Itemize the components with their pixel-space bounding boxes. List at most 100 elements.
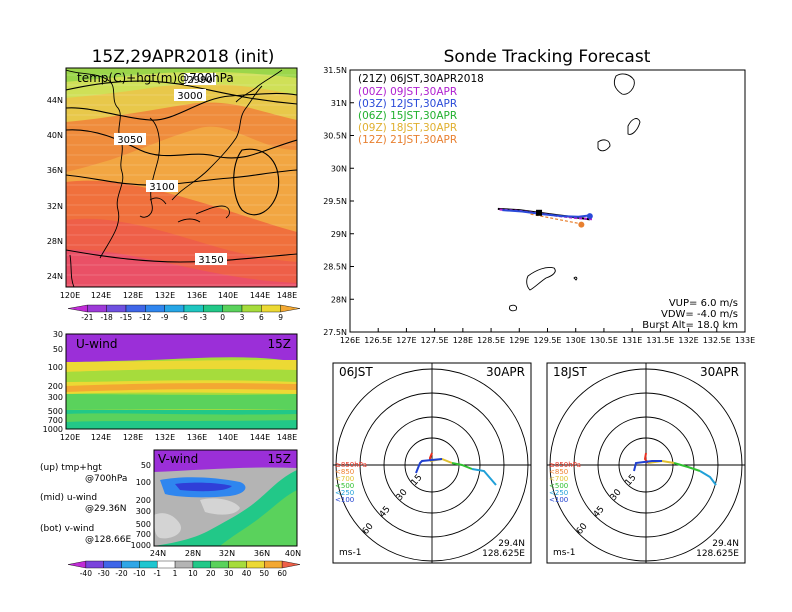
hodograph-trace: [699, 470, 717, 486]
pressure-tick: 300: [48, 393, 63, 402]
lon-tick: 124E: [91, 291, 111, 300]
pressure-tick: 300: [136, 507, 151, 516]
x-tick-label: 129E: [509, 336, 529, 345]
lat-tick: 44N: [47, 96, 63, 105]
pressure-tick: 30: [53, 330, 63, 339]
hodograph-legend-item: <700: [335, 475, 354, 483]
hodograph-trace: [415, 458, 443, 474]
hodograph-legend-item: <700: [549, 475, 568, 483]
colorbar-swatch: [67, 560, 87, 569]
colorbar-swatch: [261, 304, 281, 313]
note-heading: (bot) v-wind: [40, 524, 94, 534]
x-tick-label: 128.5E: [477, 336, 505, 345]
contour-label: 2990: [187, 75, 212, 86]
x-tick-label: 127E: [396, 336, 416, 345]
v-wind-label: V-wind: [158, 452, 198, 466]
lon-tick: 132E: [155, 291, 175, 300]
lon-tick: 140E: [218, 433, 238, 442]
pressure-tick: 1000: [43, 425, 63, 434]
pressure-tick: 1000: [131, 541, 151, 550]
pressure-tick: 200: [136, 496, 151, 505]
hodograph-trace: [471, 468, 497, 486]
colorbar-label: 9: [278, 313, 283, 322]
colorbar-swatch: [174, 560, 194, 569]
colorbar-label: 40: [242, 569, 252, 578]
x-tick-label: 132E: [678, 336, 698, 345]
note-sub: @700hPa: [85, 474, 127, 484]
colorbar-swatch: [85, 560, 104, 569]
lon-tick: 136E: [187, 433, 207, 442]
colorbar-swatch: [281, 560, 301, 569]
colorbar-label: -3: [200, 313, 208, 322]
note-heading: (mid) u-wind: [40, 493, 97, 503]
hodograph-legend-item: <850: [549, 468, 568, 476]
v-wind-time-badge: 15Z: [268, 452, 292, 466]
map-field-label: temp(C)+hgt(m)@700hPa: [77, 71, 234, 85]
contour-label: 3100: [149, 182, 174, 193]
colorbar-swatch: [241, 304, 262, 313]
track-legend-item: (00Z) 09JST,30APR: [358, 86, 457, 98]
colorbar-label: 1: [173, 569, 178, 578]
lon-tick: 144E: [250, 291, 270, 300]
colorbar-swatch: [264, 560, 283, 569]
lon-tick: 128E: [123, 291, 143, 300]
track-legend-item: (09Z) 18JST,30APR: [358, 122, 457, 134]
pressure-tick: 500: [136, 520, 151, 529]
track-marker: [586, 213, 593, 220]
x-tick-label: 130E: [566, 336, 586, 345]
contour-label: 3000: [177, 91, 202, 102]
colorbar-swatch: [210, 560, 229, 569]
pressure-tick: 100: [136, 478, 151, 487]
panel-notes: (up) tmp+hgt @700hPa (mid) u-wind @29.36…: [40, 463, 131, 545]
colorbar-swatch: [103, 560, 122, 569]
hodograph-date: 30APR: [700, 365, 739, 379]
colorbar-swatch: [145, 304, 165, 313]
colorbar-swatch: [228, 560, 247, 569]
pressure-tick: 700: [136, 530, 151, 539]
colorbar-swatch: [203, 304, 223, 313]
x-tick-label: 129.5E: [534, 336, 562, 345]
y-tick-label: 29.5N: [323, 197, 347, 206]
colorbar-label: -9: [161, 313, 169, 322]
hodograph-legend-item: <500: [549, 482, 568, 490]
colorbar-label: 3: [240, 313, 245, 322]
left-title: 15Z,29APR2018 (init): [92, 47, 275, 67]
hodograph-legend-item: <100: [549, 496, 568, 504]
lat-tick: 24N: [47, 272, 63, 281]
hodograph-date: 30APR: [486, 365, 525, 379]
colorbar-swatch: [121, 560, 140, 569]
wind-colorbar: -40 -30 -20 -10 -1 1 10 20 30 40 50 60: [67, 560, 301, 578]
hodograph-legend-item: <250: [549, 489, 568, 497]
colorbar-label: -10: [133, 569, 145, 578]
x-tick-label: 126.5E: [364, 336, 392, 345]
colorbar-swatch: [139, 560, 158, 569]
y-tick-label: 30N: [331, 164, 347, 173]
y-tick-label: 31.5N: [323, 66, 347, 75]
v-wind-cross-section: V-wind 15Z 50 100 200 300 500 700 1000 2…: [131, 449, 301, 558]
colorbar-label: 10: [188, 569, 198, 578]
hodograph-legend-item: <850: [335, 468, 354, 476]
note-sub: @128.66E: [85, 535, 131, 545]
lat-tick: 28N: [47, 237, 63, 246]
contour-label: 3150: [198, 255, 223, 266]
lon-tick: 120E: [60, 291, 80, 300]
colorbar-swatch: [246, 560, 265, 569]
colorbar-label: 6: [259, 313, 264, 322]
track-map: (21Z) 06JST,30APR2018 (00Z) 09JST,30APR …: [323, 66, 755, 345]
lat-tick: 36N: [254, 549, 270, 558]
hodograph-legend-item: <500: [335, 482, 354, 490]
lon-tick: 148E: [277, 433, 297, 442]
hodograph-lat: 29.4N: [498, 539, 525, 549]
track-legend-item: (12Z) 21JST,30APR: [358, 134, 457, 146]
colorbar-swatch: [106, 304, 127, 313]
lon-tick: 140E: [218, 291, 238, 300]
u-wind-time-badge: 15Z: [268, 337, 292, 351]
lat-tick: 40N: [285, 549, 301, 558]
colorbar-label: -12: [139, 313, 151, 322]
track-legend-item: (06Z) 15JST,30APR: [358, 110, 457, 122]
colorbar-swatch: [87, 304, 107, 313]
colorbar-label: 20: [206, 569, 216, 578]
pressure-tick: 700: [48, 416, 63, 425]
